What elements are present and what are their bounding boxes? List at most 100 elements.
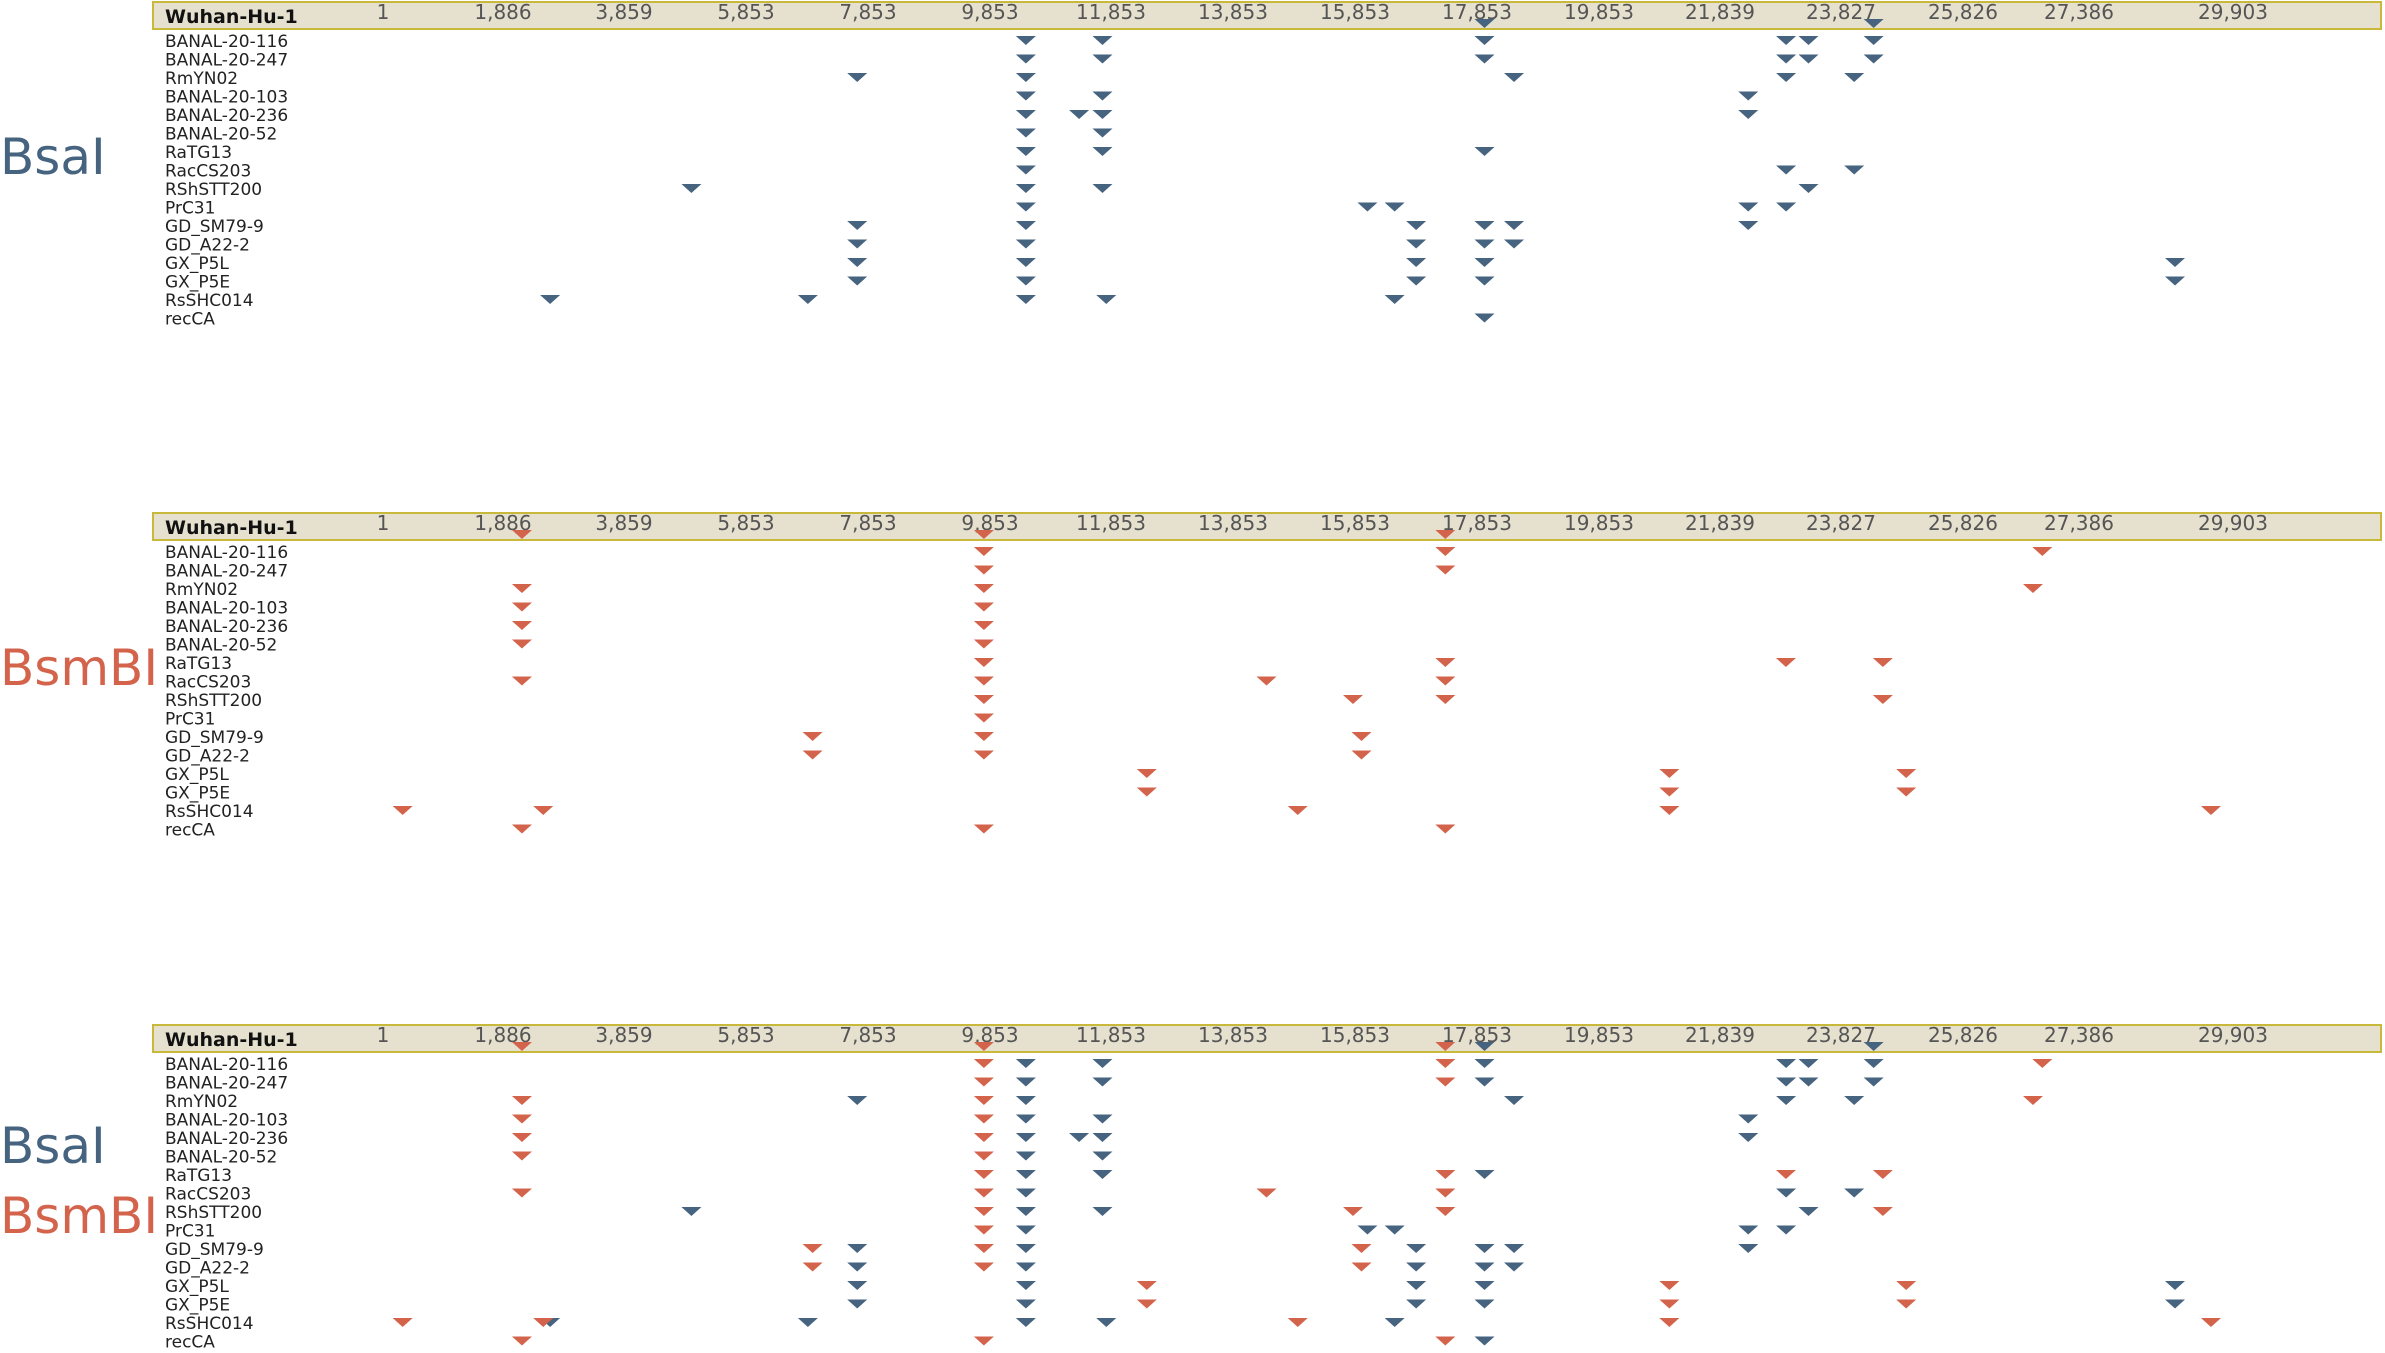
site-marker-bsai (1096, 1318, 1117, 1327)
sequence-label: RShSTT200 (165, 180, 262, 200)
tick-label: 25,826 (1928, 0, 1998, 24)
site-marker-bsai (1015, 1299, 1036, 1309)
reference-label: Wuhan-Hu-1 (165, 1029, 298, 1051)
site-marker-bsai (1738, 1225, 1759, 1235)
tick-label: 5,853 (717, 0, 774, 24)
site-marker-bsai (1738, 91, 1759, 101)
site-marker-bsmbi (1435, 565, 1456, 575)
site-marker-bsai (1357, 1225, 1378, 1235)
site-marker-bsmbi (1659, 1281, 1680, 1290)
site-marker-bsai (2164, 1299, 2185, 1309)
tick-label: 11,853 (1076, 0, 1146, 24)
site-marker-bsai-reference (1863, 19, 1884, 28)
site-marker-bsai (681, 1207, 702, 1216)
site-marker-bsmbi (973, 602, 994, 612)
site-marker-bsmbi (973, 1225, 994, 1235)
site-marker-bsmbi (1435, 547, 1456, 556)
sequence-label: BANAL-20-247 (165, 1074, 288, 1094)
site-marker-bsmbi (973, 1059, 994, 1068)
site-marker-bsai-reference (1863, 1042, 1884, 1051)
tick-label: 15,853 (1320, 511, 1390, 535)
site-marker-bsmbi (511, 1336, 532, 1346)
site-marker-bsai (1069, 110, 1090, 119)
sequence-label: BANAL-20-103 (165, 599, 288, 619)
site-marker-bsai (1474, 1336, 1495, 1346)
site-marker-bsmbi (1287, 806, 1308, 815)
tick-label: 25,826 (1928, 511, 1998, 535)
site-marker-bsai (797, 295, 818, 304)
sequence-label: GX_P5E (165, 1296, 230, 1316)
site-marker-bsai (1015, 258, 1036, 267)
sequence-label: recCA (165, 821, 215, 841)
site-marker-bsmbi (2032, 1059, 2053, 1068)
sequence-label: GX_P5E (165, 784, 230, 804)
site-marker-bsai (1406, 276, 1427, 286)
site-marker-bsmbi (1659, 1299, 1680, 1309)
reference-bar (152, 1, 2382, 30)
tick-label: 1 (377, 1023, 390, 1047)
site-marker-bsmbi (1351, 750, 1372, 760)
site-marker-bsmbi (1136, 787, 1157, 797)
site-marker-bsai (1015, 36, 1036, 45)
sequence-label: GD_A22-2 (165, 747, 250, 767)
site-marker-bsmbi (973, 1188, 994, 1198)
site-marker-bsai (1092, 91, 1113, 101)
site-marker-bsmbi (973, 1244, 994, 1253)
sequence-label: BANAL-20-116 (165, 1055, 288, 1075)
site-marker-bsmbi (973, 750, 994, 760)
sequence-label: BANAL-20-247 (165, 51, 288, 71)
site-marker-bsai (1092, 147, 1113, 156)
site-marker-bsmbi (1435, 658, 1456, 667)
sequence-label: RShSTT200 (165, 691, 262, 711)
tick-label: 23,827 (1806, 0, 1876, 24)
panel-2-tracks: Wuhan-Hu-1 1 1,886 3,859 5,853 7,853 9,853 11,8… (152, 511, 2382, 841)
site-marker-bsmbi (802, 732, 823, 741)
site-marker-bsmbi (802, 1244, 823, 1253)
panel-combined-bsmbi-label: BsmBI (0, 1187, 159, 1245)
site-marker-bsai (1504, 221, 1525, 230)
tick-label: 15,853 (1320, 0, 1390, 24)
site-marker-bsai (1015, 1262, 1036, 1272)
panel-combined-bsai-label: BsaI (0, 1117, 106, 1175)
sequence-label: GD_A22-2 (165, 236, 250, 256)
site-marker-bsmbi (1136, 1281, 1157, 1290)
site-marker-bsmbi-reference (973, 1042, 994, 1051)
sequence-label: RacCS203 (165, 162, 251, 182)
site-marker-bsai (1844, 1096, 1865, 1105)
tick-label: 1 (377, 511, 390, 535)
panel-bsmbi-enzyme-label: BsmBI (0, 639, 159, 697)
tick-label: 29,903 (2198, 0, 2268, 24)
site-marker-bsai (1738, 1244, 1759, 1253)
site-marker-bsai (1092, 54, 1113, 64)
tick-label: 5,853 (717, 511, 774, 535)
site-marker-bsmbi (973, 1336, 994, 1346)
site-marker-bsai (1015, 1188, 1036, 1198)
sequence-label: GD_SM79-9 (165, 217, 264, 237)
site-marker-bsmbi (1659, 787, 1680, 797)
site-marker-bsai (1776, 36, 1797, 45)
site-marker-bsai (1406, 239, 1427, 249)
site-marker-bsmbi (973, 547, 994, 556)
site-marker-bsai (1738, 1114, 1759, 1124)
site-marker-bsai (1474, 239, 1495, 249)
site-marker-bsai (1406, 258, 1427, 267)
site-marker-bsai-reference (1474, 1042, 1495, 1051)
site-marker-bsmbi (973, 732, 994, 741)
site-marker-bsai (1504, 239, 1525, 249)
sequence-label: RsSHC014 (165, 291, 254, 311)
site-marker-bsai (1474, 147, 1495, 156)
site-marker-bsmbi (1256, 676, 1277, 686)
site-marker-bsai (1504, 1262, 1525, 1272)
site-marker-bsai (1406, 1244, 1427, 1253)
site-marker-bsai (1844, 1188, 1865, 1198)
site-marker-bsai (1863, 1077, 1884, 1087)
sequence-label: PrC31 (165, 199, 215, 219)
site-marker-bsmbi (1872, 658, 1893, 667)
site-marker-bsmbi (1351, 1262, 1372, 1272)
site-marker-bsai (1015, 295, 1036, 304)
tick-label: 1 (377, 0, 390, 24)
site-marker-bsai (1092, 1133, 1113, 1142)
site-marker-bsmbi (511, 621, 532, 630)
site-marker-bsai (1738, 221, 1759, 230)
site-marker-bsmbi (511, 1188, 532, 1198)
